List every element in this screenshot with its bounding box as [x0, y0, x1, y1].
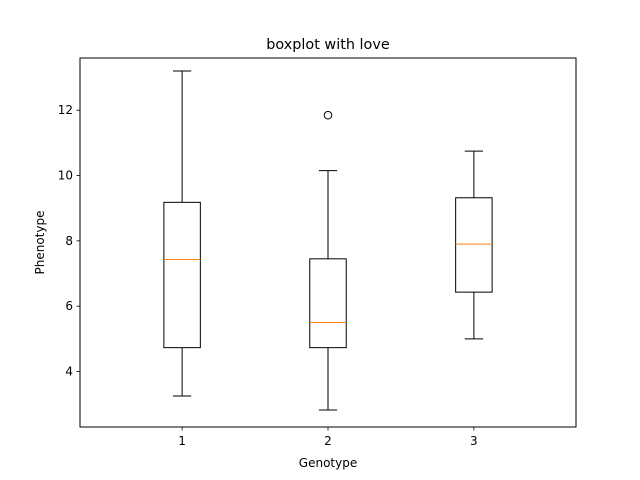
iqr-box: [163, 201, 201, 349]
y-tick-label: 4: [65, 364, 73, 378]
boxes-layer: [163, 70, 493, 411]
y-tick-label: 6: [65, 299, 73, 313]
outlier-point: [323, 110, 333, 120]
y-tick-label: 12: [58, 103, 73, 117]
y-tick-label: 8: [65, 234, 73, 248]
x-tick-label: 3: [470, 434, 478, 448]
y-tick-label: 10: [58, 169, 73, 183]
iqr-box: [309, 258, 347, 349]
x-tick-label: 2: [324, 434, 332, 448]
x-axis: 1 2 3: [178, 427, 478, 448]
iqr-box: [455, 197, 493, 293]
x-axis-label: Genotype: [299, 456, 357, 470]
y-axis: 4 6 8 10 12: [58, 103, 80, 378]
y-axis-label: Phenotype: [33, 211, 47, 275]
box-group-1: [163, 70, 201, 397]
box-group-2: [309, 110, 347, 411]
chart-title: boxplot with love: [266, 37, 390, 53]
box-group-3: [455, 150, 493, 340]
x-tick-label: 1: [178, 434, 186, 448]
